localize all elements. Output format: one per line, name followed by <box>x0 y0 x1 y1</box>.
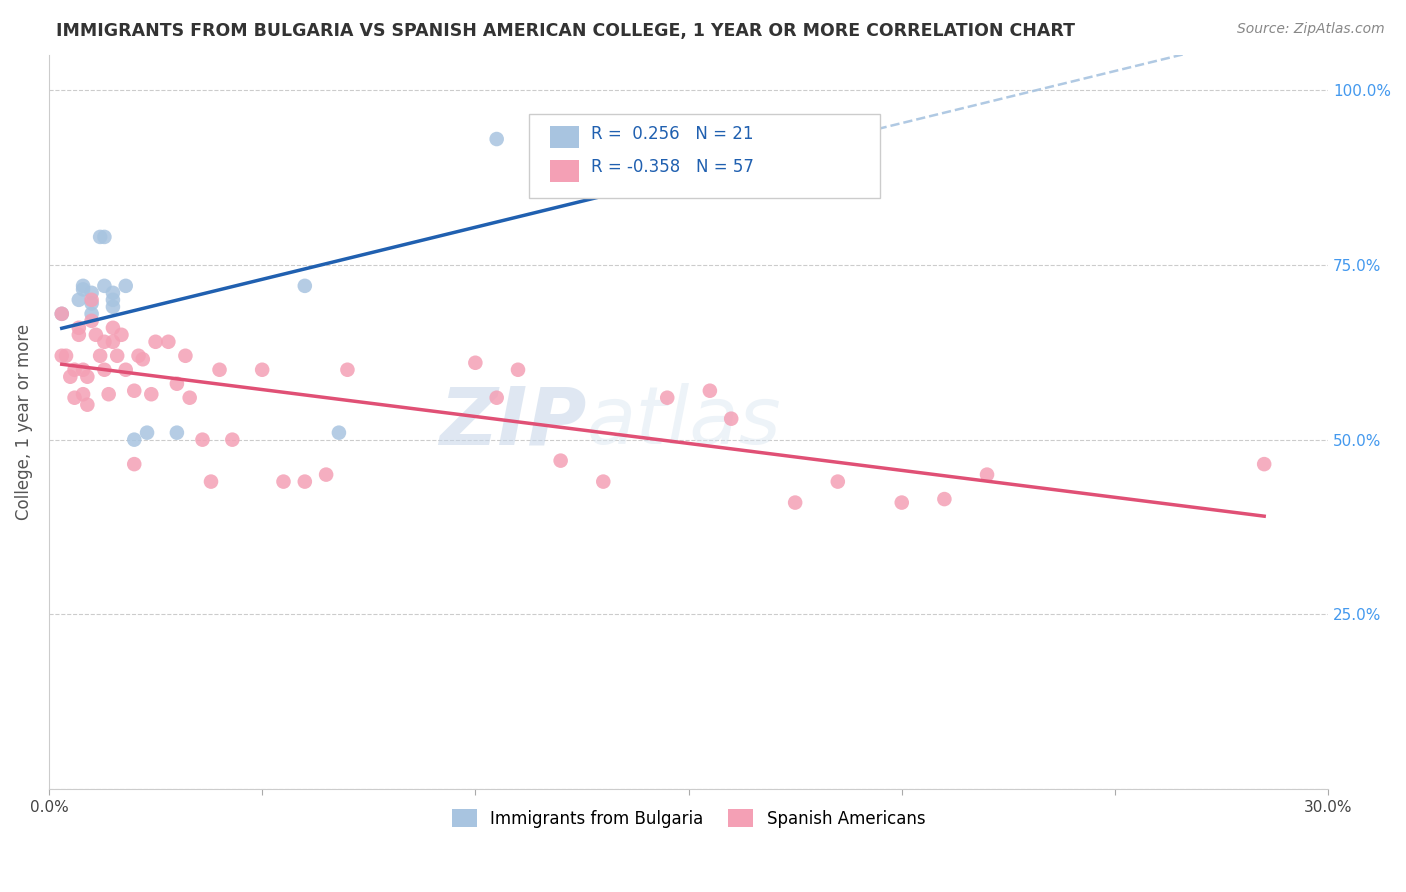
Point <box>67 320 90 334</box>
Point <box>80 285 103 300</box>
Point <box>934 492 956 507</box>
Point <box>76 398 98 412</box>
Text: ZIP: ZIP <box>439 384 586 461</box>
Point <box>67 293 90 307</box>
Point <box>132 352 155 367</box>
Point <box>191 433 214 447</box>
Point <box>634 118 657 132</box>
Point <box>221 433 243 447</box>
Point <box>84 327 107 342</box>
Point <box>114 278 136 293</box>
Point <box>315 467 337 482</box>
Point <box>273 475 295 489</box>
Text: IMMIGRANTS FROM BULGARIA VS SPANISH AMERICAN COLLEGE, 1 YEAR OR MORE CORRELATION: IMMIGRANTS FROM BULGARIA VS SPANISH AMER… <box>56 22 1076 40</box>
Point <box>485 391 508 405</box>
Point <box>101 293 124 307</box>
Point <box>200 475 222 489</box>
FancyBboxPatch shape <box>550 127 578 148</box>
Point <box>101 334 124 349</box>
Point <box>93 363 115 377</box>
Point <box>122 384 145 398</box>
Point <box>336 363 359 377</box>
Point <box>328 425 350 440</box>
Point <box>51 307 73 321</box>
Point <box>97 387 120 401</box>
Point <box>485 132 508 146</box>
Point <box>550 453 572 467</box>
Point <box>294 278 316 293</box>
Point <box>657 391 679 405</box>
Legend: Immigrants from Bulgaria, Spanish Americans: Immigrants from Bulgaria, Spanish Americ… <box>443 801 934 836</box>
Point <box>122 457 145 471</box>
Point <box>110 327 132 342</box>
Point <box>80 307 103 321</box>
Point <box>890 495 912 509</box>
Point <box>976 467 998 482</box>
Point <box>105 349 128 363</box>
Point <box>63 391 86 405</box>
Point <box>101 300 124 314</box>
Text: R =  0.256   N = 21: R = 0.256 N = 21 <box>592 125 754 143</box>
Point <box>141 387 163 401</box>
FancyBboxPatch shape <box>529 114 880 198</box>
Point <box>174 349 197 363</box>
Point <box>699 384 721 398</box>
Point <box>122 433 145 447</box>
FancyBboxPatch shape <box>550 160 578 182</box>
Point <box>93 334 115 349</box>
Point <box>464 356 486 370</box>
Point <box>72 363 94 377</box>
Point <box>51 307 73 321</box>
Text: atlas: atlas <box>586 384 780 461</box>
Point <box>208 363 231 377</box>
Point <box>294 475 316 489</box>
Point <box>93 230 115 244</box>
Point <box>101 320 124 334</box>
Point <box>720 411 742 425</box>
Point <box>76 369 98 384</box>
Point <box>250 363 273 377</box>
Point <box>67 327 90 342</box>
Text: Source: ZipAtlas.com: Source: ZipAtlas.com <box>1237 22 1385 37</box>
Point <box>827 475 849 489</box>
Point <box>59 369 82 384</box>
Point <box>592 475 614 489</box>
Point <box>145 334 167 349</box>
Y-axis label: College, 1 year or more: College, 1 year or more <box>15 324 32 520</box>
Point <box>63 363 86 377</box>
Point <box>128 349 150 363</box>
Point <box>72 278 94 293</box>
Point <box>785 495 807 509</box>
Point <box>1253 457 1275 471</box>
Point <box>80 314 103 328</box>
Point <box>101 285 124 300</box>
Point <box>80 293 103 307</box>
Point <box>166 425 188 440</box>
Point <box>80 296 103 310</box>
Point <box>506 363 529 377</box>
Point <box>72 282 94 296</box>
Point <box>89 349 111 363</box>
Point <box>89 230 111 244</box>
Point <box>55 349 77 363</box>
Point <box>114 363 136 377</box>
Point <box>51 349 73 363</box>
Point <box>136 425 159 440</box>
Text: R = -0.358   N = 57: R = -0.358 N = 57 <box>592 159 754 177</box>
Point <box>166 376 188 391</box>
Point <box>179 391 201 405</box>
Point <box>93 278 115 293</box>
Point <box>157 334 180 349</box>
Point <box>72 387 94 401</box>
